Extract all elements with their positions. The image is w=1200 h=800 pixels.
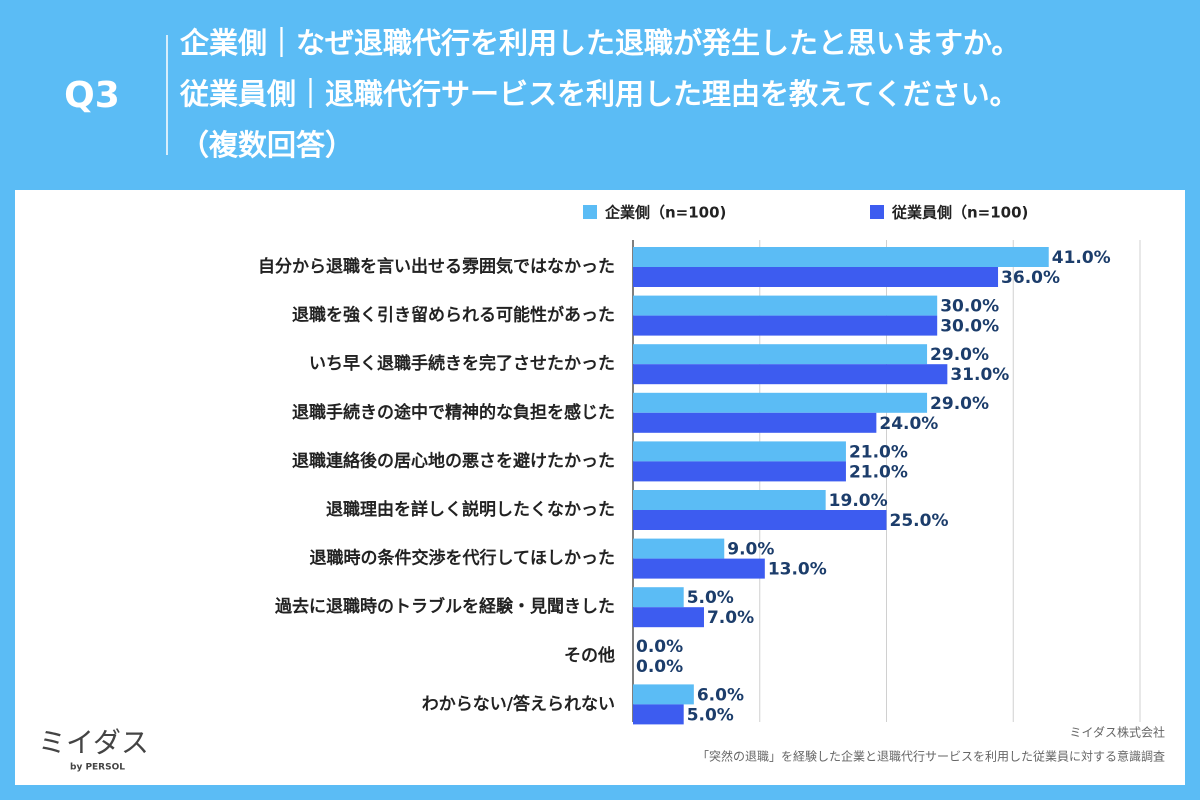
value-label: 25.0% xyxy=(890,511,949,531)
value-label: 13.0% xyxy=(768,560,827,580)
bar xyxy=(633,684,694,705)
value-label: 5.0% xyxy=(687,705,734,725)
title-line: 企業側｜なぜ退職代行を利用した退職が発生したと思いますか。 xyxy=(180,26,1020,60)
legend-swatch xyxy=(870,205,884,219)
value-label: 31.0% xyxy=(950,365,1009,385)
category-label: 退職連絡後の居心地の悪さを避けたかった xyxy=(292,450,615,471)
bar xyxy=(633,392,928,413)
category-label: 退職時の条件交渉を代行してほしかった xyxy=(310,548,616,569)
legend-swatch xyxy=(583,205,597,219)
legend-label: 従業員側（n=100) xyxy=(891,204,1028,222)
value-label: 29.0% xyxy=(930,345,989,365)
value-label: 5.0% xyxy=(687,588,734,608)
logo: ミイダス xyxy=(38,726,149,759)
source-company: ミイダス株式会社 xyxy=(1069,725,1165,740)
bar xyxy=(633,490,826,510)
bar xyxy=(633,441,846,462)
value-label: 24.0% xyxy=(879,414,938,434)
bar xyxy=(633,364,948,385)
value-label: 30.0% xyxy=(940,297,999,317)
value-label: 0.0% xyxy=(636,657,683,677)
logo-sub: by PERSOL xyxy=(70,763,125,773)
value-label: 7.0% xyxy=(707,608,754,628)
bar xyxy=(633,247,1049,267)
bar xyxy=(633,412,877,433)
category-label: その他 xyxy=(564,645,615,666)
value-label: 30.0% xyxy=(940,317,999,337)
value-label: 6.0% xyxy=(697,685,744,705)
category-label: わからない/答えられない xyxy=(422,693,615,714)
title-line: （複数回答） xyxy=(180,128,354,162)
bar xyxy=(633,607,704,628)
question-number: Q3 xyxy=(64,75,120,116)
value-label: 21.0% xyxy=(849,462,908,482)
bar xyxy=(633,344,928,365)
bar xyxy=(633,587,684,608)
bar xyxy=(633,267,999,287)
value-label: 36.0% xyxy=(1001,268,1060,288)
source-survey: 「突然の退職」を経験した企業と退職代行サービスを利用した従業員に対する意識調査 xyxy=(697,749,1165,764)
bar xyxy=(633,538,725,559)
bar xyxy=(633,315,938,336)
legend-label: 企業側（n=100) xyxy=(604,204,726,222)
bar xyxy=(633,558,765,579)
category-label: 退職理由を詳しく説明したくなかった xyxy=(326,499,615,520)
category-label: 過去に退職時のトラブルを経験・見聞きした xyxy=(275,596,615,617)
bar xyxy=(633,510,887,530)
category-label: いち早く退職手続きを完了させたかった xyxy=(309,353,615,374)
value-label: 0.0% xyxy=(636,637,683,657)
value-label: 9.0% xyxy=(727,540,774,560)
bar xyxy=(633,461,846,482)
value-label: 41.0% xyxy=(1052,248,1111,268)
category-label: 自分から退職を言い出せる雰囲気ではなかった xyxy=(258,256,615,277)
value-label: 29.0% xyxy=(930,394,989,414)
category-label: 退職手続きの途中で精神的な負担を感じた xyxy=(292,402,615,423)
value-label: 21.0% xyxy=(849,442,908,462)
panel xyxy=(15,190,1185,785)
bar xyxy=(633,295,938,316)
category-label: 退職を強く引き留められる可能性があった xyxy=(292,305,615,326)
value-label: 19.0% xyxy=(829,491,888,511)
title-line: 従業員側｜退職代行サービスを利用した理由を教えてください。 xyxy=(179,77,1019,111)
bar xyxy=(633,704,684,725)
